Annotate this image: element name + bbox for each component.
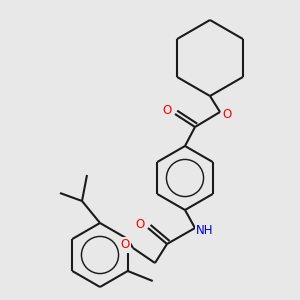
- Text: O: O: [162, 103, 172, 116]
- Text: O: O: [222, 107, 232, 121]
- Text: O: O: [135, 218, 145, 230]
- Text: O: O: [120, 238, 130, 251]
- Text: NH: NH: [196, 224, 214, 236]
